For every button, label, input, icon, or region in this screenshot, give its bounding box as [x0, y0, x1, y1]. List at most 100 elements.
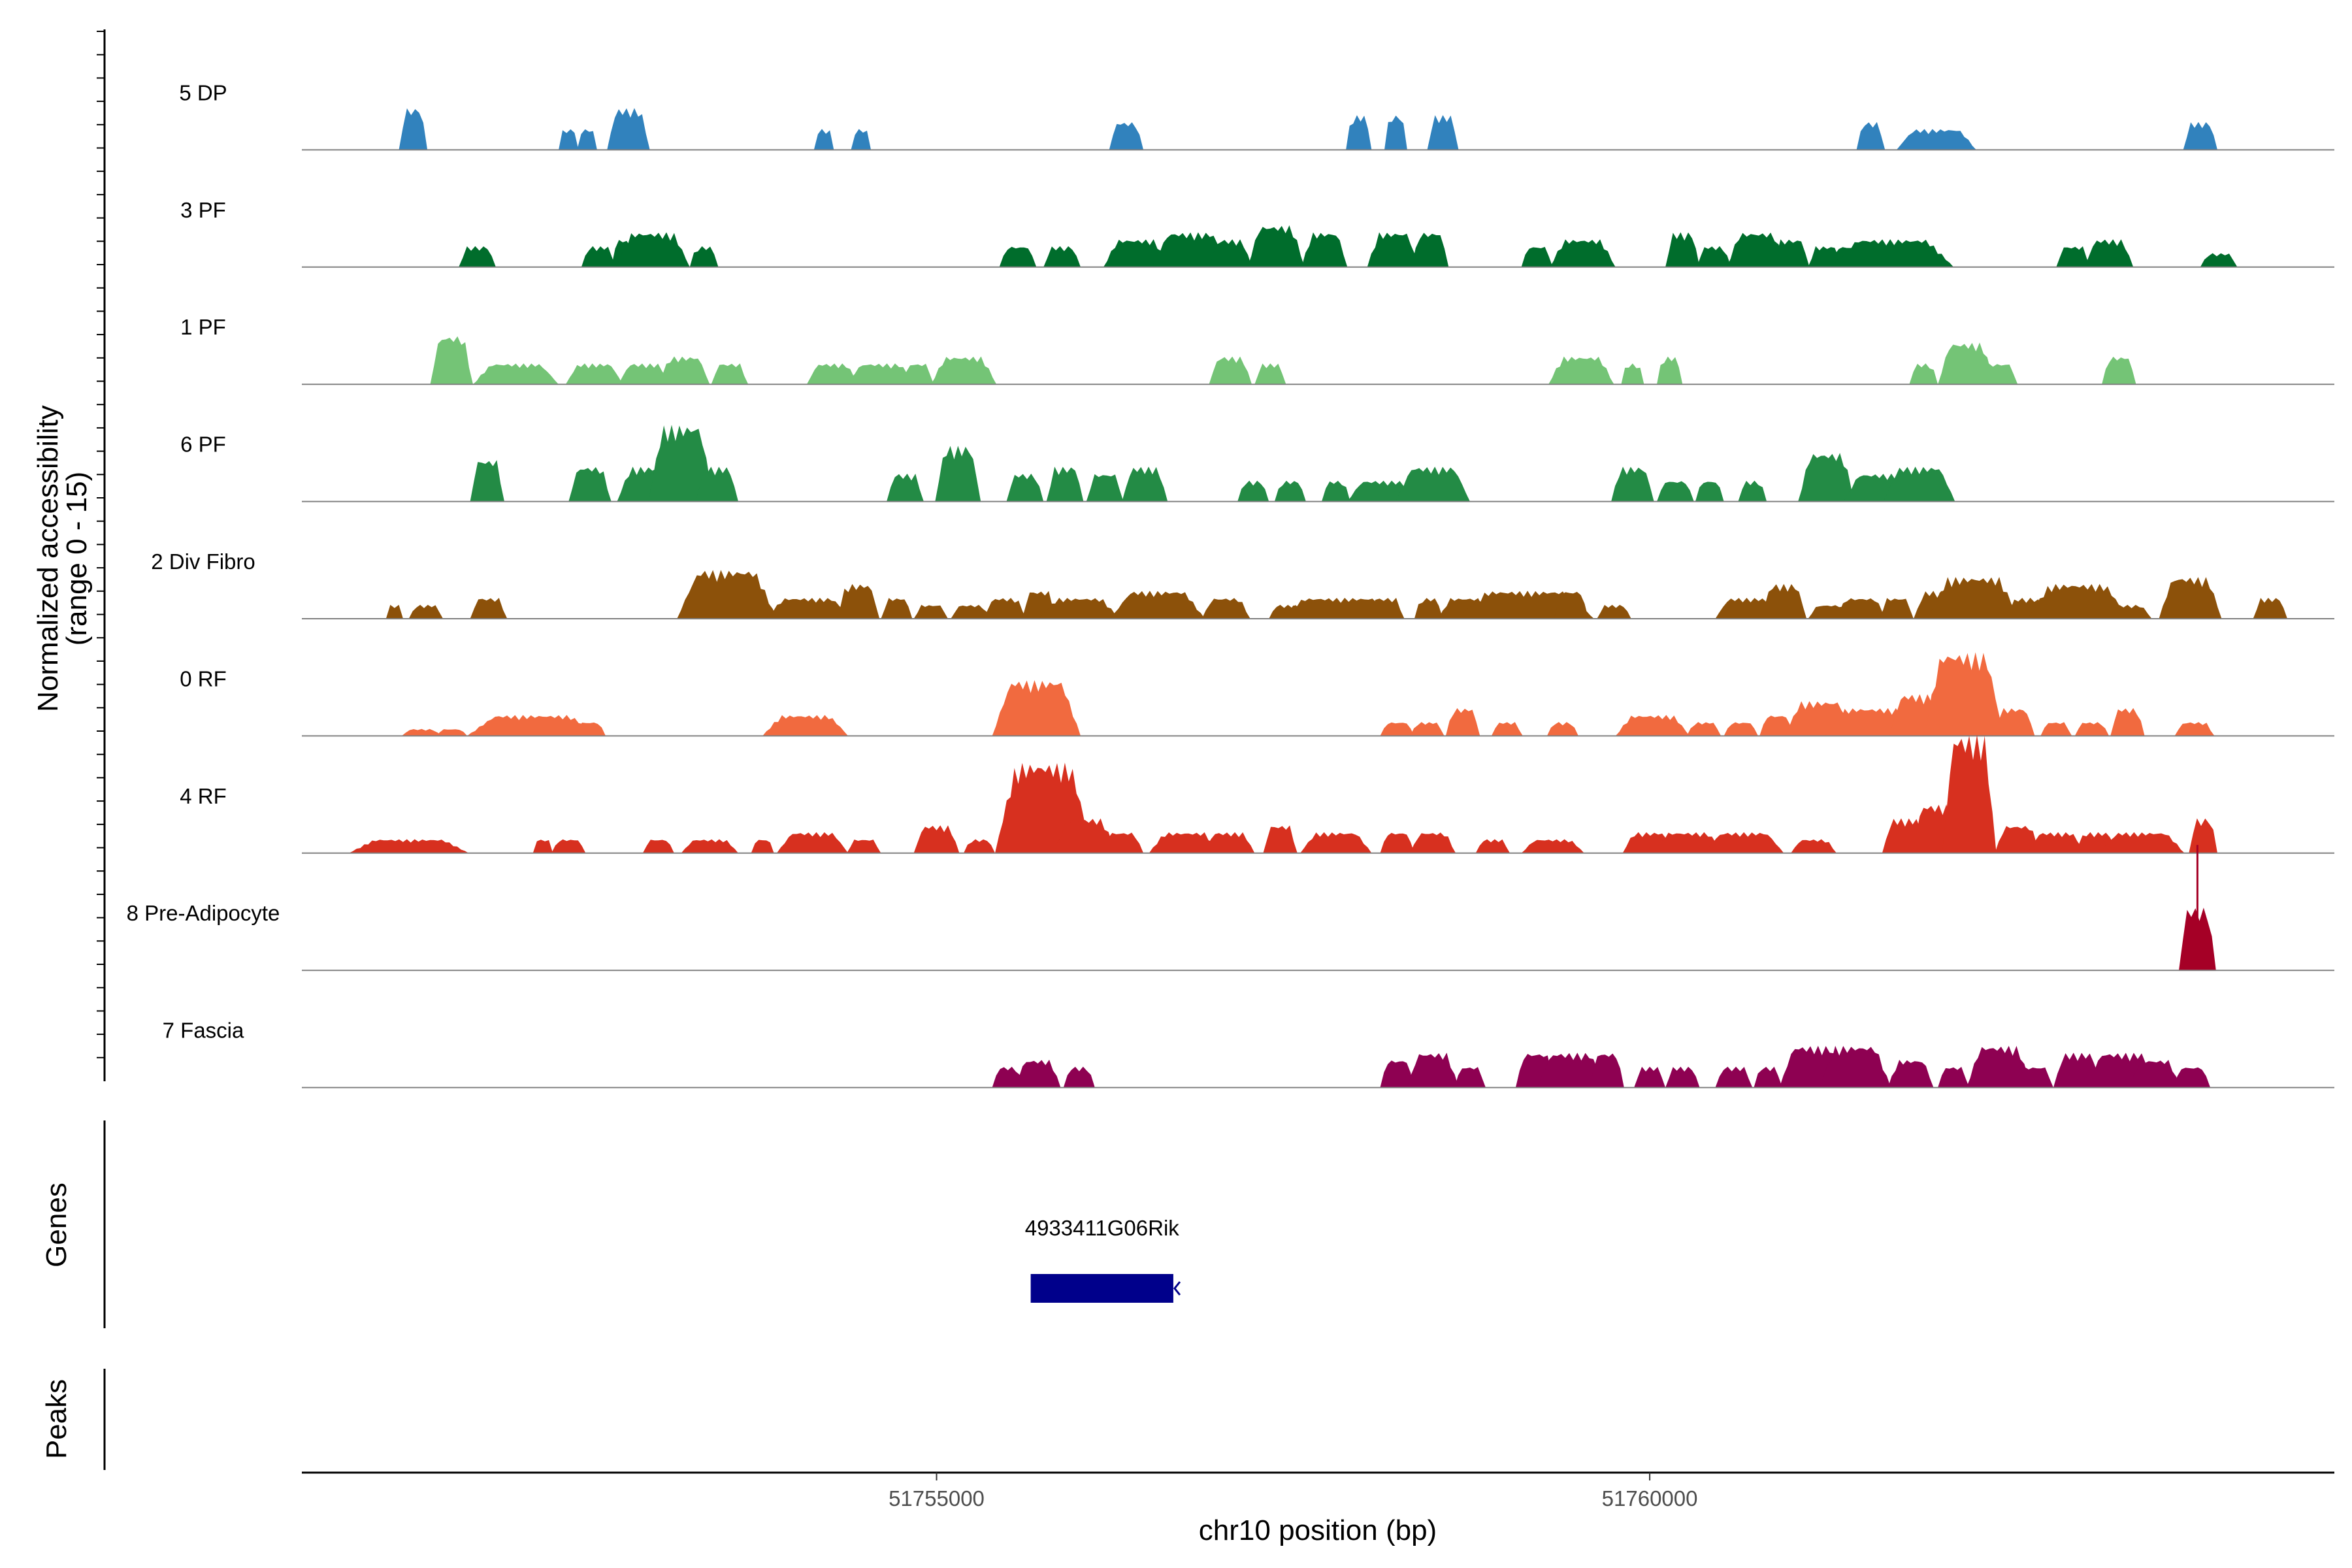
- coverage-peak: [1966, 1045, 2033, 1088]
- coverage-peak: [385, 604, 403, 619]
- coverage-peak: [1995, 826, 2041, 853]
- coverage-peak: [1100, 832, 1144, 853]
- coverage-peak: [1548, 356, 1614, 385]
- coverage-peak: [689, 246, 719, 267]
- coverage-peak: [2102, 357, 2136, 385]
- track-label: 7 Fascia: [163, 1019, 244, 1043]
- coverage-peak: [1927, 577, 2019, 619]
- coverage-peak: [615, 232, 690, 267]
- track-label: 8 Pre-Adipocyte: [127, 901, 280, 925]
- x-axis-ticks: 51755000 51760000: [889, 1473, 1697, 1511]
- coverage-peak: [1761, 583, 1807, 619]
- track: [302, 570, 2334, 619]
- coverage-peak: [1300, 832, 1372, 853]
- coverage-peak: [851, 129, 872, 150]
- coverage-peak: [1367, 598, 1405, 619]
- coverage-peak: [1053, 818, 1117, 853]
- track: [302, 225, 2334, 268]
- coverage-peak: [2027, 832, 2085, 853]
- coverage-peak: [1879, 598, 1914, 619]
- coverage-peak: [1346, 115, 1372, 150]
- coverage-peak: [2183, 122, 2217, 150]
- coverage-peak: [1301, 232, 1348, 267]
- coverage-peak: [2027, 583, 2128, 619]
- coverage-peak: [999, 246, 1037, 267]
- coverage-peak: [1254, 363, 1286, 385]
- coverage-peak: [1380, 1060, 1414, 1088]
- coverage-peak: [1835, 598, 1887, 619]
- track: [302, 1045, 2334, 1088]
- track-label: 4 RF: [180, 784, 227, 808]
- coverage-peak: [401, 728, 442, 736]
- coverage-peak: [1414, 598, 1443, 619]
- coverage-peak: [1203, 832, 1255, 853]
- track-label: 5 DP: [179, 80, 227, 105]
- coverage-peak: [1856, 122, 1886, 150]
- coverage-peak: [1380, 832, 1414, 853]
- coverage-peak: [765, 598, 851, 619]
- coverage-peak: [1537, 1053, 1606, 1088]
- peaks-panel: Peaks: [41, 1369, 106, 1470]
- coverage-peak: [1942, 734, 1997, 853]
- coverage-peak: [408, 604, 444, 619]
- coverage-peak: [902, 363, 934, 385]
- coverage-peak: [1263, 825, 1298, 853]
- coverage-peak: [1209, 356, 1252, 385]
- gene-body: [1030, 1274, 1173, 1303]
- coverage-peak: [1887, 1060, 1934, 1088]
- coverage-peak: [1103, 239, 1169, 267]
- coverage-peak: [1980, 363, 2018, 385]
- coverage-peak: [2074, 722, 2110, 736]
- coverage-peak: [1384, 115, 1407, 150]
- coverage-peak: [1237, 480, 1269, 502]
- coverage-peak: [1727, 233, 1787, 267]
- coverage-tracks: [302, 108, 2334, 1088]
- coverage-peak: [1909, 363, 1938, 385]
- coverage-peak: [1043, 246, 1081, 267]
- coverage-peak: [1110, 591, 1205, 619]
- coverage-peak: [1554, 591, 1589, 619]
- coverage-peak: [2053, 1053, 2102, 1088]
- coverage-peak: [1122, 466, 1168, 502]
- track: [302, 108, 2334, 151]
- coverage-peak: [951, 604, 991, 619]
- track: [302, 336, 2334, 385]
- coverage-peak: [1550, 239, 1616, 267]
- coverage-peak: [618, 363, 670, 385]
- coverage-peak: [565, 363, 623, 385]
- track: [302, 845, 2334, 972]
- coverage-peak: [992, 680, 1081, 736]
- coverage-peak: [2110, 708, 2145, 736]
- track: [302, 734, 2334, 854]
- coverage-peak: [1938, 1066, 1970, 1088]
- coverage-peak: [607, 108, 650, 150]
- coverage-peak: [806, 363, 858, 385]
- coverage-peak: [2196, 845, 2198, 971]
- coverage-peak: [1831, 239, 1954, 267]
- coverage-peak: [1152, 232, 1230, 267]
- coverage-peak: [399, 108, 428, 150]
- coverage-peak: [964, 839, 995, 853]
- coverage-peak: [581, 246, 616, 267]
- coverage-peak: [1454, 1067, 1486, 1088]
- peaks-panel-title: Peaks: [41, 1379, 73, 1459]
- coverage-peak: [1063, 1066, 1095, 1088]
- coverage-peak: [1546, 722, 1578, 736]
- genes-panel-title: Genes: [41, 1183, 73, 1267]
- coverage-peak: [1201, 598, 1250, 619]
- coverage-peak: [1367, 232, 1419, 267]
- coverage-peak: [1427, 115, 1459, 150]
- coverage-peak: [568, 466, 612, 502]
- x-tick-label: 51755000: [889, 1486, 985, 1511]
- coverage-peak: [1046, 466, 1084, 502]
- coverage-peak: [2129, 1060, 2181, 1088]
- x-tick-label: 51760000: [1602, 1486, 1698, 1511]
- coverage-peak: [983, 598, 1026, 619]
- coverage-peak: [1772, 239, 1810, 267]
- coverage-peak: [1896, 129, 1976, 150]
- coverage-peak: [762, 715, 849, 736]
- coverage-peak: [2084, 239, 2134, 267]
- coverage-peak: [1657, 356, 1683, 385]
- coverage-peak: [1611, 466, 1654, 502]
